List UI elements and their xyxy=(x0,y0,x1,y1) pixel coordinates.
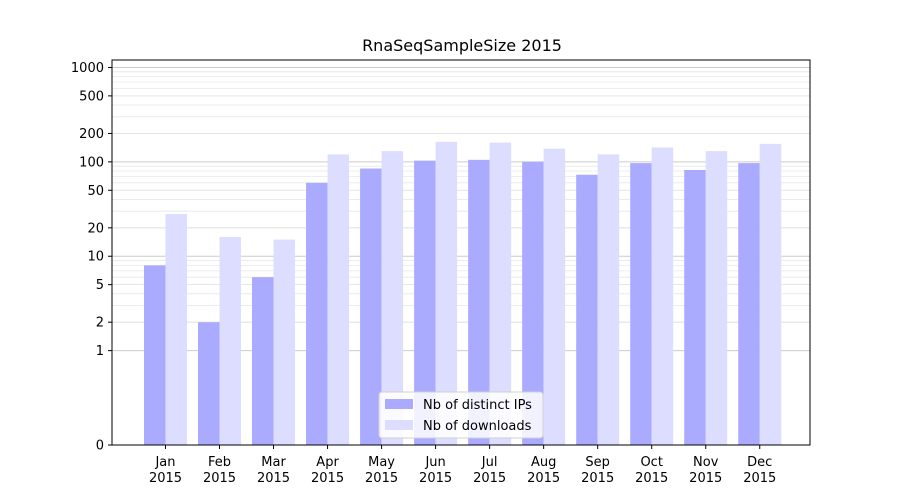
y-tick-label: 500 xyxy=(79,89,104,104)
bar-distinct-ips xyxy=(684,169,706,446)
bar-distinct-ips xyxy=(143,265,166,445)
y-tick-label: 50 xyxy=(87,184,104,199)
bar-distinct-ips xyxy=(252,277,274,445)
y-tick-label: 20 xyxy=(87,221,104,236)
y-tick-label: 1 xyxy=(96,344,104,359)
chart-title: RnaSeqSampleSize 2015 xyxy=(362,36,562,55)
plot-frame xyxy=(111,59,811,446)
bar-distinct-ips xyxy=(198,322,220,445)
bar-downloads xyxy=(327,154,350,445)
x-tick-label: Apr 2015 xyxy=(311,455,344,486)
bar-distinct-ips xyxy=(414,160,436,445)
legend: Nb of distinct IPs Nb of downloads xyxy=(378,391,544,439)
x-tick-label: Jun 2015 xyxy=(419,455,452,486)
bar-downloads xyxy=(597,154,620,445)
bar-distinct-ips xyxy=(360,168,382,445)
x-tick-label: Dec 2015 xyxy=(743,455,776,486)
x-axis: Jan 2015 Feb 2015 Mar 2015 Apr 2015 May 2015 Jun 20… xyxy=(149,445,776,486)
x-tick-label: Feb 2015 xyxy=(203,455,236,486)
bar-downloads xyxy=(759,143,782,445)
bar-downloads xyxy=(435,141,458,446)
bar-downloads xyxy=(381,151,404,446)
bar-downloads xyxy=(705,151,728,446)
bar-downloads xyxy=(543,148,566,445)
y-tick-label: 100 xyxy=(79,155,104,170)
x-tick-label: Sep 2015 xyxy=(581,455,614,486)
bar-distinct-ips xyxy=(522,161,544,445)
x-tick-label: Jul 2015 xyxy=(473,455,506,486)
y-tick-label: 2 xyxy=(96,316,104,331)
x-tick-label: May 2015 xyxy=(365,455,398,486)
y-axis: 0 1 2 5 10 20 50 100 200 500 1000 xyxy=(71,61,112,454)
bars xyxy=(143,141,782,446)
bar-downloads xyxy=(219,236,242,445)
x-tick-label: Nov 2015 xyxy=(689,455,722,486)
legend-swatch xyxy=(385,420,413,430)
y-tick-label: 1000 xyxy=(71,61,104,76)
bar-distinct-ips xyxy=(630,163,652,445)
legend-label: Nb of distinct IPs xyxy=(423,398,532,413)
bar-downloads xyxy=(651,147,674,445)
y-tick-label: 5 xyxy=(96,278,104,293)
y-tick-label: 10 xyxy=(87,250,104,265)
bar-distinct-ips xyxy=(738,163,760,445)
bar-distinct-ips xyxy=(576,174,598,445)
y-tick-label: 200 xyxy=(79,127,104,142)
bar-downloads xyxy=(273,239,296,445)
bar-downloads xyxy=(165,214,187,445)
legend-box xyxy=(378,391,544,439)
x-tick-label: Aug 2015 xyxy=(527,455,560,486)
bar-distinct-ips xyxy=(468,159,490,446)
legend-swatch xyxy=(385,399,413,409)
y-tick-label: 0 xyxy=(96,439,104,454)
x-tick-label: Jan 2015 xyxy=(149,455,182,486)
bar-downloads xyxy=(489,142,512,445)
x-tick-label: Mar 2015 xyxy=(257,455,290,486)
x-tick-label: Oct 2015 xyxy=(635,455,668,486)
legend-label: Nb of downloads xyxy=(423,419,532,434)
bar-distinct-ips xyxy=(306,182,328,445)
